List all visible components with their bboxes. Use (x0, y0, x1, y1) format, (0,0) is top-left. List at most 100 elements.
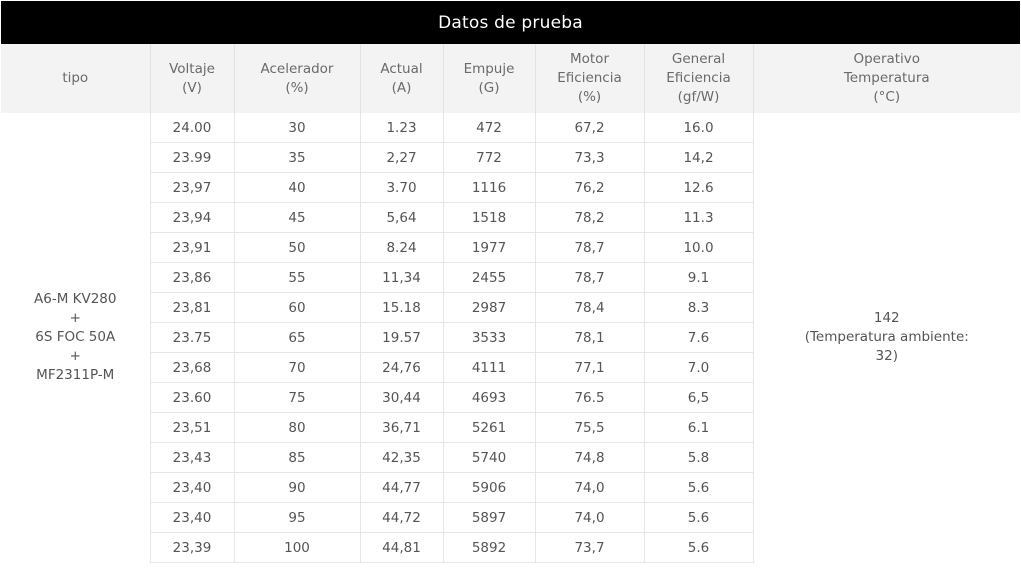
throttle-cell: 50 (233, 232, 360, 263)
header-line: Operativo (853, 51, 921, 67)
thrust-cell: 3533 (442, 322, 535, 353)
current-cell: 19.57 (359, 322, 443, 353)
throttle-cell: 80 (233, 412, 360, 443)
throttle-cell: 85 (233, 442, 360, 473)
table-row: 23,39 100 44,81 5892 73,7 5.6 (1, 532, 1020, 563)
current-cell: 11,34 (359, 262, 443, 293)
table-row: 23,97 40 3.70 1116 76,2 12.6 (1, 172, 1020, 203)
overall-efficiency-cell: 10.0 (643, 232, 753, 263)
current-cell: 8.24 (359, 232, 443, 263)
temperature-line: 32) (875, 348, 898, 365)
current-cell: 3.70 (359, 172, 443, 203)
motor-efficiency-cell: 73,7 (534, 532, 644, 563)
motor-efficiency-cell: 76,2 (534, 172, 644, 203)
header-line: (A) (391, 79, 412, 96)
header-overall-efficiency: General Eficiencia (gf/W) (643, 44, 753, 113)
overall-efficiency-cell: 9.1 (643, 262, 753, 293)
motor-efficiency-cell: 78,4 (534, 292, 644, 323)
temperature-cell: 142 (Temperatura ambiente: 32) (752, 113, 1020, 563)
table-row: 23,40 95 44,72 5897 74,0 5.6 (1, 502, 1020, 533)
overall-efficiency-cell: 16.0 (643, 113, 753, 143)
header-line: tipo (62, 70, 89, 86)
table-row: 23.60 75 30,44 4693 76.5 6,5 (1, 382, 1020, 413)
voltage-cell: 23,39 (149, 532, 234, 563)
table-row: 23,51 80 36,71 5261 75,5 6.1 (1, 412, 1020, 443)
table-body: A6-M KV280 +6S FOC 50A + MF2311P-M 24.00 30 1.… (1, 113, 1020, 563)
table-row: 23,94 45 5,64 1518 78,2 11.3 (1, 202, 1020, 233)
voltage-cell: 23,94 (149, 202, 234, 233)
thrust-cell: 5897 (442, 502, 535, 533)
tipo-line: A6-M KV280 (34, 291, 117, 308)
overall-efficiency-cell: 6,5 (643, 382, 753, 413)
throttle-cell: 35 (233, 142, 360, 173)
temperature-line: 142 (873, 310, 900, 327)
header-line: Acelerador (260, 60, 334, 77)
table-row: 23,91 50 8.24 1977 78,7 10.0 (1, 232, 1020, 263)
motor-efficiency-cell: 74,8 (534, 442, 644, 473)
voltage-cell: 23.75 (149, 322, 234, 353)
overall-efficiency-cell: 8.3 (643, 292, 753, 323)
thrust-cell: 4693 (442, 382, 535, 413)
thrust-cell: 5261 (442, 412, 535, 443)
voltage-cell: 23.99 (149, 142, 234, 173)
header-line: General (671, 51, 726, 67)
header-line: Eficiencia (666, 70, 731, 86)
thrust-cell: 5906 (442, 472, 535, 503)
throttle-cell: 70 (233, 352, 360, 383)
tipo-line: + (69, 310, 81, 327)
overall-efficiency-cell: 7.0 (643, 352, 753, 383)
thrust-cell: 1977 (442, 232, 535, 263)
header-line: (%) (285, 79, 309, 96)
thrust-cell: 2987 (442, 292, 535, 323)
current-cell: 2,27 (359, 142, 443, 173)
voltage-cell: 23,68 (149, 352, 234, 383)
overall-efficiency-cell: 14,2 (643, 142, 753, 173)
thrust-cell: 1116 (442, 172, 535, 203)
current-cell: 24,76 (359, 352, 443, 383)
current-cell: 44,72 (359, 502, 443, 533)
header-line: Empuje (463, 60, 515, 77)
throttle-cell: 60 (233, 292, 360, 323)
current-cell: 36,71 (359, 412, 443, 443)
table-row: 23,86 55 11,34 2455 78,7 9.1 (1, 262, 1020, 293)
motor-efficiency-cell: 73,3 (534, 142, 644, 173)
overall-efficiency-cell: 5.8 (643, 442, 753, 473)
table-row: 23.75 65 19.57 3533 78,1 7.6 (1, 322, 1020, 353)
table-row: 23,43 85 42,35 5740 74,8 5.8 (1, 442, 1020, 473)
tipo-line: + (69, 348, 81, 365)
voltage-cell: 23,40 (149, 502, 234, 533)
overall-efficiency-cell: 5.6 (643, 472, 753, 503)
throttle-cell: 90 (233, 472, 360, 503)
header-thrust: Empuje (G) (442, 44, 535, 113)
voltage-cell: 23,91 (149, 232, 234, 263)
voltage-cell: 23,43 (149, 442, 234, 473)
overall-efficiency-cell: 5.6 (643, 502, 753, 533)
voltage-cell: 23,40 (149, 472, 234, 503)
overall-efficiency-cell: 7.6 (643, 322, 753, 353)
throttle-cell: 55 (233, 262, 360, 293)
header-row: tipo Voltaje (V) Acelerador (%) Actual (… (1, 44, 1020, 113)
table-row: 23.99 35 2,27 772 73,3 14,2 (1, 142, 1020, 173)
current-cell: 5,64 (359, 202, 443, 233)
header-line: (gf/W) (677, 89, 720, 105)
throttle-cell: 65 (233, 322, 360, 353)
motor-efficiency-cell: 76.5 (534, 382, 644, 413)
table-row: A6-M KV280 +6S FOC 50A + MF2311P-M 24.00 30 1.… (1, 113, 1020, 563)
current-cell: 44,77 (359, 472, 443, 503)
temperature-line: (Temperatura ambiente: (804, 329, 969, 346)
motor-efficiency-cell: 74,0 (534, 502, 644, 533)
throttle-cell: 30 (233, 113, 360, 143)
thrust-cell: 772 (442, 142, 535, 173)
header-line: (°C) (873, 89, 901, 105)
throttle-cell: 45 (233, 202, 360, 233)
table-row: 23,81 60 15.18 2987 78,4 8.3 (1, 292, 1020, 323)
overall-efficiency-cell: 5.6 (643, 532, 753, 563)
motor-efficiency-cell: 78,2 (534, 202, 644, 233)
motor-efficiency-cell: 78,1 (534, 322, 644, 353)
thrust-cell: 472 (442, 113, 535, 143)
thrust-cell: 5740 (442, 442, 535, 473)
header-line: Temperatura (843, 70, 930, 86)
voltage-cell: 23,81 (149, 292, 234, 323)
header-line: Actual (380, 60, 423, 77)
